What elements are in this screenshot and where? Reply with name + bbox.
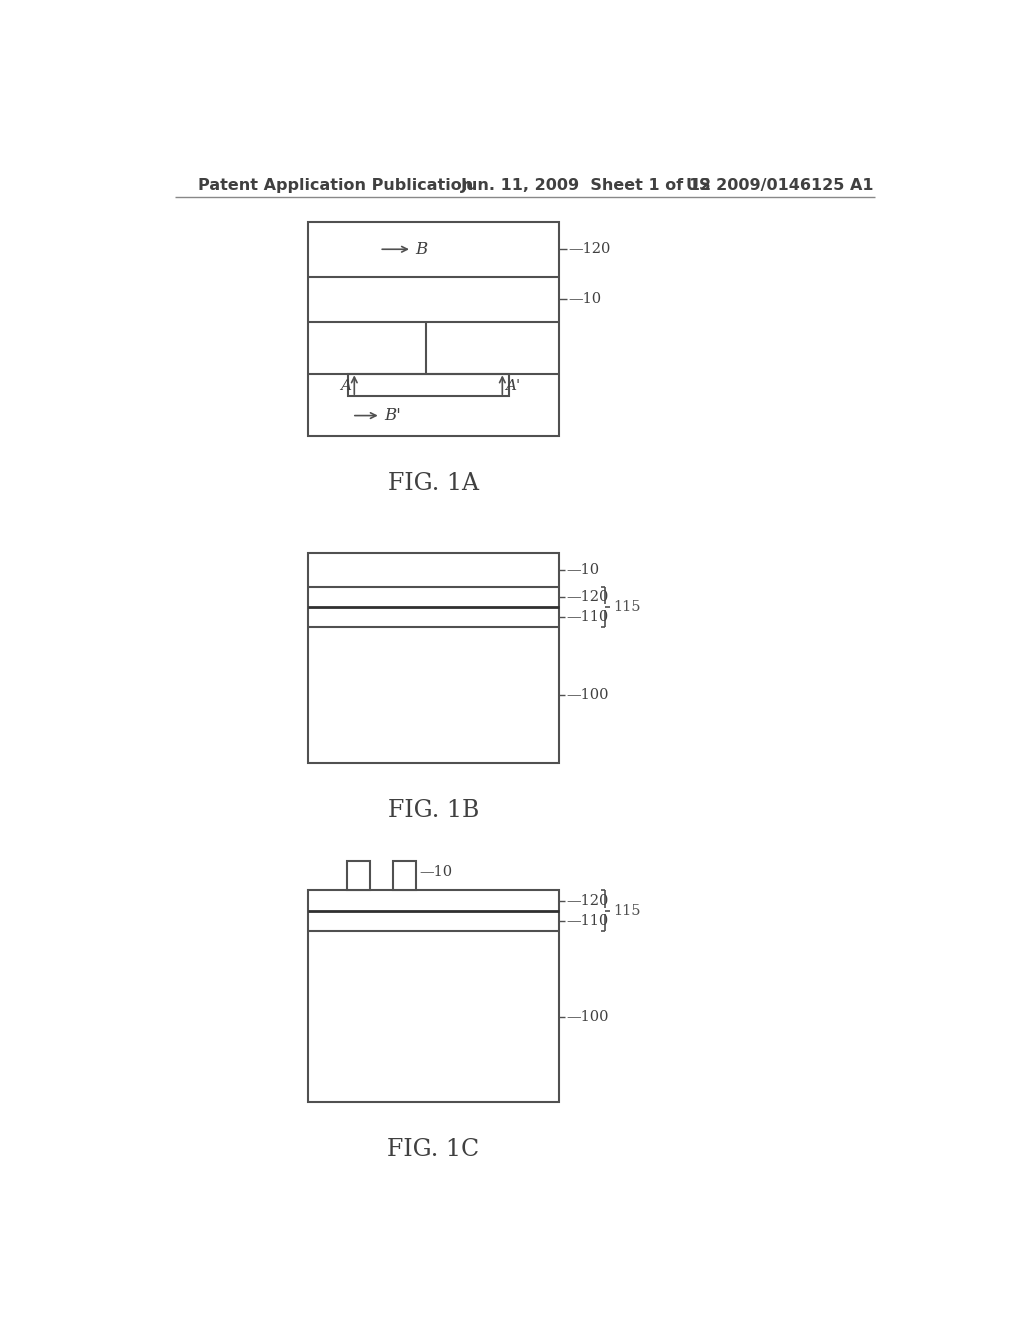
Text: 115: 115 bbox=[613, 599, 641, 614]
Text: 115: 115 bbox=[613, 904, 641, 917]
Text: A': A' bbox=[506, 379, 520, 393]
Bar bbox=[308, 890, 559, 1102]
Bar bbox=[393, 861, 417, 890]
Bar bbox=[348, 374, 509, 396]
Text: Jun. 11, 2009  Sheet 1 of 12: Jun. 11, 2009 Sheet 1 of 12 bbox=[461, 178, 713, 193]
Text: Patent Application Publication: Patent Application Publication bbox=[198, 178, 473, 193]
Text: A: A bbox=[340, 379, 351, 393]
Text: FIG. 1A: FIG. 1A bbox=[388, 471, 479, 495]
Text: FIG. 1C: FIG. 1C bbox=[387, 1138, 479, 1160]
Text: —10: —10 bbox=[420, 866, 453, 879]
Bar bbox=[346, 861, 370, 890]
Text: —100: —100 bbox=[566, 1010, 609, 1023]
Text: B': B' bbox=[384, 407, 400, 424]
Text: FIG. 1B: FIG. 1B bbox=[388, 799, 479, 822]
Text: —120: —120 bbox=[566, 590, 609, 605]
Text: US 2009/0146125 A1: US 2009/0146125 A1 bbox=[686, 178, 873, 193]
Text: —110: —110 bbox=[566, 610, 609, 623]
Text: —10: —10 bbox=[566, 562, 600, 577]
Text: —10: —10 bbox=[568, 292, 601, 306]
Text: B: B bbox=[415, 240, 427, 257]
Text: —120: —120 bbox=[566, 894, 609, 908]
Bar bbox=[308, 553, 559, 763]
Text: —110: —110 bbox=[566, 915, 609, 928]
Text: —120: —120 bbox=[568, 243, 610, 256]
Bar bbox=[308, 222, 559, 436]
Text: —100: —100 bbox=[566, 688, 609, 702]
